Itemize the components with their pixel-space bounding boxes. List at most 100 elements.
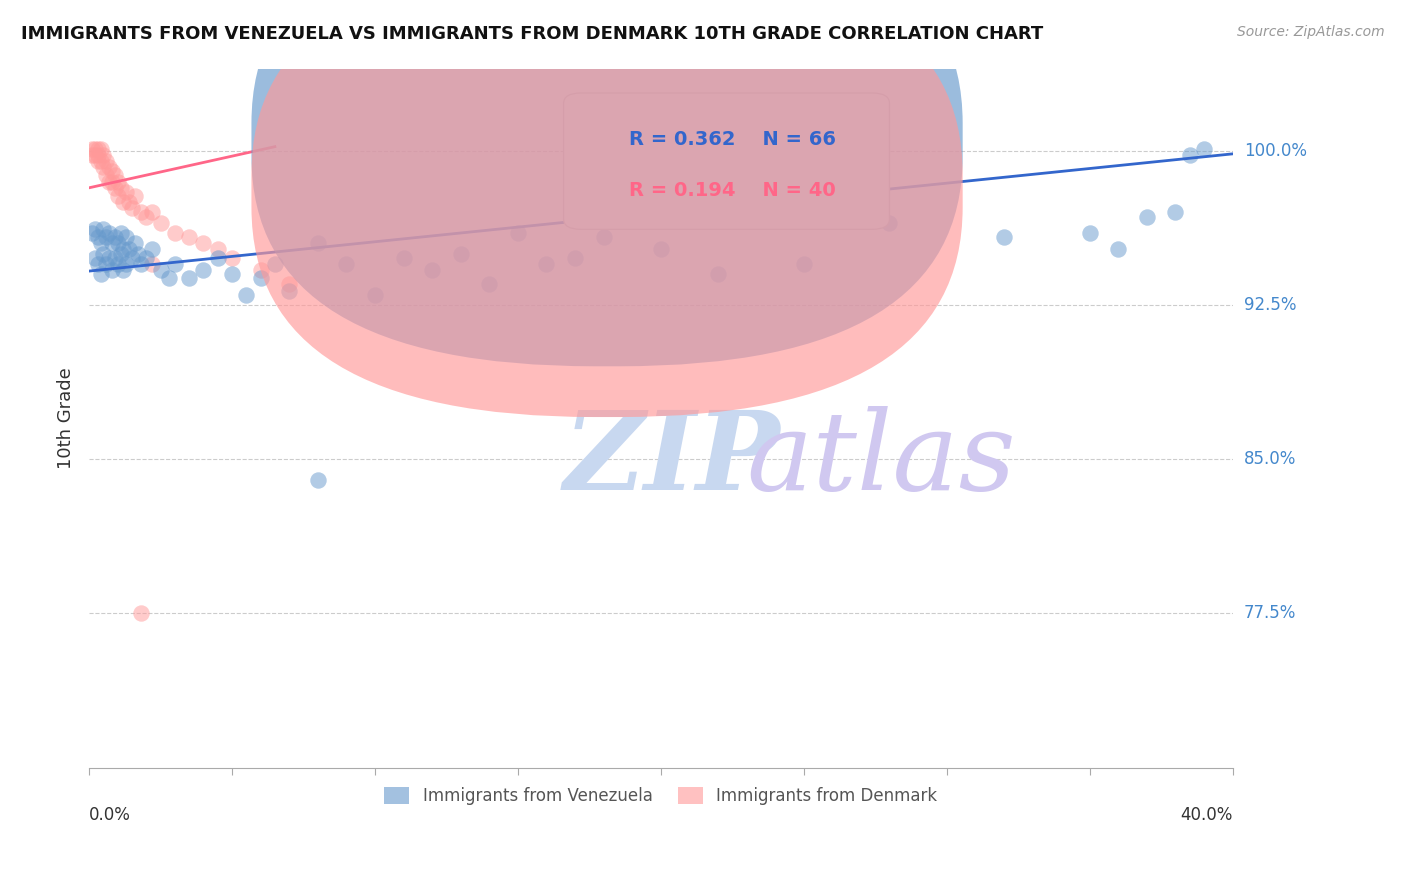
Point (264, 257, 287, 271)
Point (110, 181, 132, 195)
Point (86, 154, 108, 169)
Point (335, 257, 357, 271)
Text: 77.5%: 77.5% (1244, 605, 1296, 623)
Legend: Immigrants from Venezuela, Immigrants from Denmark: Immigrants from Venezuela, Immigrants fr… (378, 780, 943, 812)
Point (115, 230, 138, 244)
Point (179, 271, 201, 285)
Point (141, 243, 163, 257)
Point (221, 267, 243, 281)
Point (112, 243, 135, 257)
Point (135, 251, 157, 265)
Point (104, 251, 127, 265)
Point (163, 257, 186, 271)
Text: R = 0.194    N = 40: R = 0.194 N = 40 (628, 181, 835, 200)
Point (564, 251, 586, 265)
Point (307, 473, 329, 487)
Point (98, 251, 121, 265)
Point (221, 251, 243, 265)
Y-axis label: 10th Grade: 10th Grade (58, 368, 75, 469)
Point (478, 277, 501, 292)
Point (83, 251, 105, 265)
Point (127, 246, 149, 260)
Point (96, 230, 118, 244)
Point (707, 267, 730, 281)
Point (93, 246, 115, 260)
Point (536, 257, 558, 271)
Point (86, 142, 108, 156)
Point (307, 236, 329, 251)
Point (129, 607, 152, 621)
Point (793, 257, 815, 271)
Point (104, 230, 127, 244)
FancyBboxPatch shape (252, 0, 963, 417)
Point (141, 257, 163, 271)
Point (89, 142, 111, 156)
Point (118, 195, 141, 210)
Point (83, 142, 105, 156)
Point (107, 175, 129, 189)
Point (207, 243, 229, 257)
Point (80, 148, 103, 162)
Point (124, 236, 146, 251)
Point (506, 226, 529, 240)
Text: ZIP: ZIP (564, 407, 780, 514)
Point (1192, 142, 1215, 156)
Point (149, 263, 172, 277)
Point (104, 181, 127, 195)
Point (650, 243, 672, 257)
Point (193, 236, 215, 251)
Point (1078, 226, 1101, 240)
Text: 92.5%: 92.5% (1244, 296, 1296, 314)
Point (93, 222, 115, 236)
Point (93, 148, 115, 162)
Point (235, 287, 257, 301)
Point (98, 160, 121, 174)
Text: 100.0%: 100.0% (1244, 142, 1306, 160)
Point (121, 202, 143, 216)
Point (96, 169, 118, 183)
Point (207, 251, 229, 265)
Point (107, 189, 129, 203)
Point (249, 271, 271, 285)
Point (98, 226, 121, 240)
Point (107, 236, 129, 251)
Point (278, 277, 301, 292)
Point (450, 246, 472, 260)
Point (83, 148, 105, 162)
FancyBboxPatch shape (252, 0, 963, 367)
Point (83, 222, 105, 236)
Point (107, 257, 129, 271)
Point (993, 230, 1015, 244)
Text: 40.0%: 40.0% (1180, 806, 1233, 824)
Point (89, 236, 111, 251)
Text: atlas: atlas (747, 407, 1017, 514)
Point (249, 263, 271, 277)
Point (80, 226, 103, 240)
Point (879, 216, 901, 230)
Point (96, 257, 118, 271)
Point (115, 257, 138, 271)
Point (364, 287, 387, 301)
Point (86, 230, 108, 244)
Point (86, 257, 108, 271)
Point (115, 185, 138, 199)
Point (179, 230, 201, 244)
Point (80, 142, 103, 156)
FancyBboxPatch shape (564, 93, 890, 229)
Text: 85.0%: 85.0% (1244, 450, 1296, 468)
Point (121, 251, 143, 265)
Point (278, 284, 301, 298)
Point (420, 263, 443, 277)
Point (135, 210, 157, 224)
Point (112, 263, 135, 277)
Point (101, 263, 124, 277)
Point (163, 226, 186, 240)
Point (89, 267, 111, 281)
Point (110, 226, 132, 240)
Point (93, 160, 115, 174)
Point (101, 164, 124, 178)
Point (592, 230, 614, 244)
Point (1164, 205, 1187, 219)
Point (98, 175, 121, 189)
Point (129, 257, 152, 271)
